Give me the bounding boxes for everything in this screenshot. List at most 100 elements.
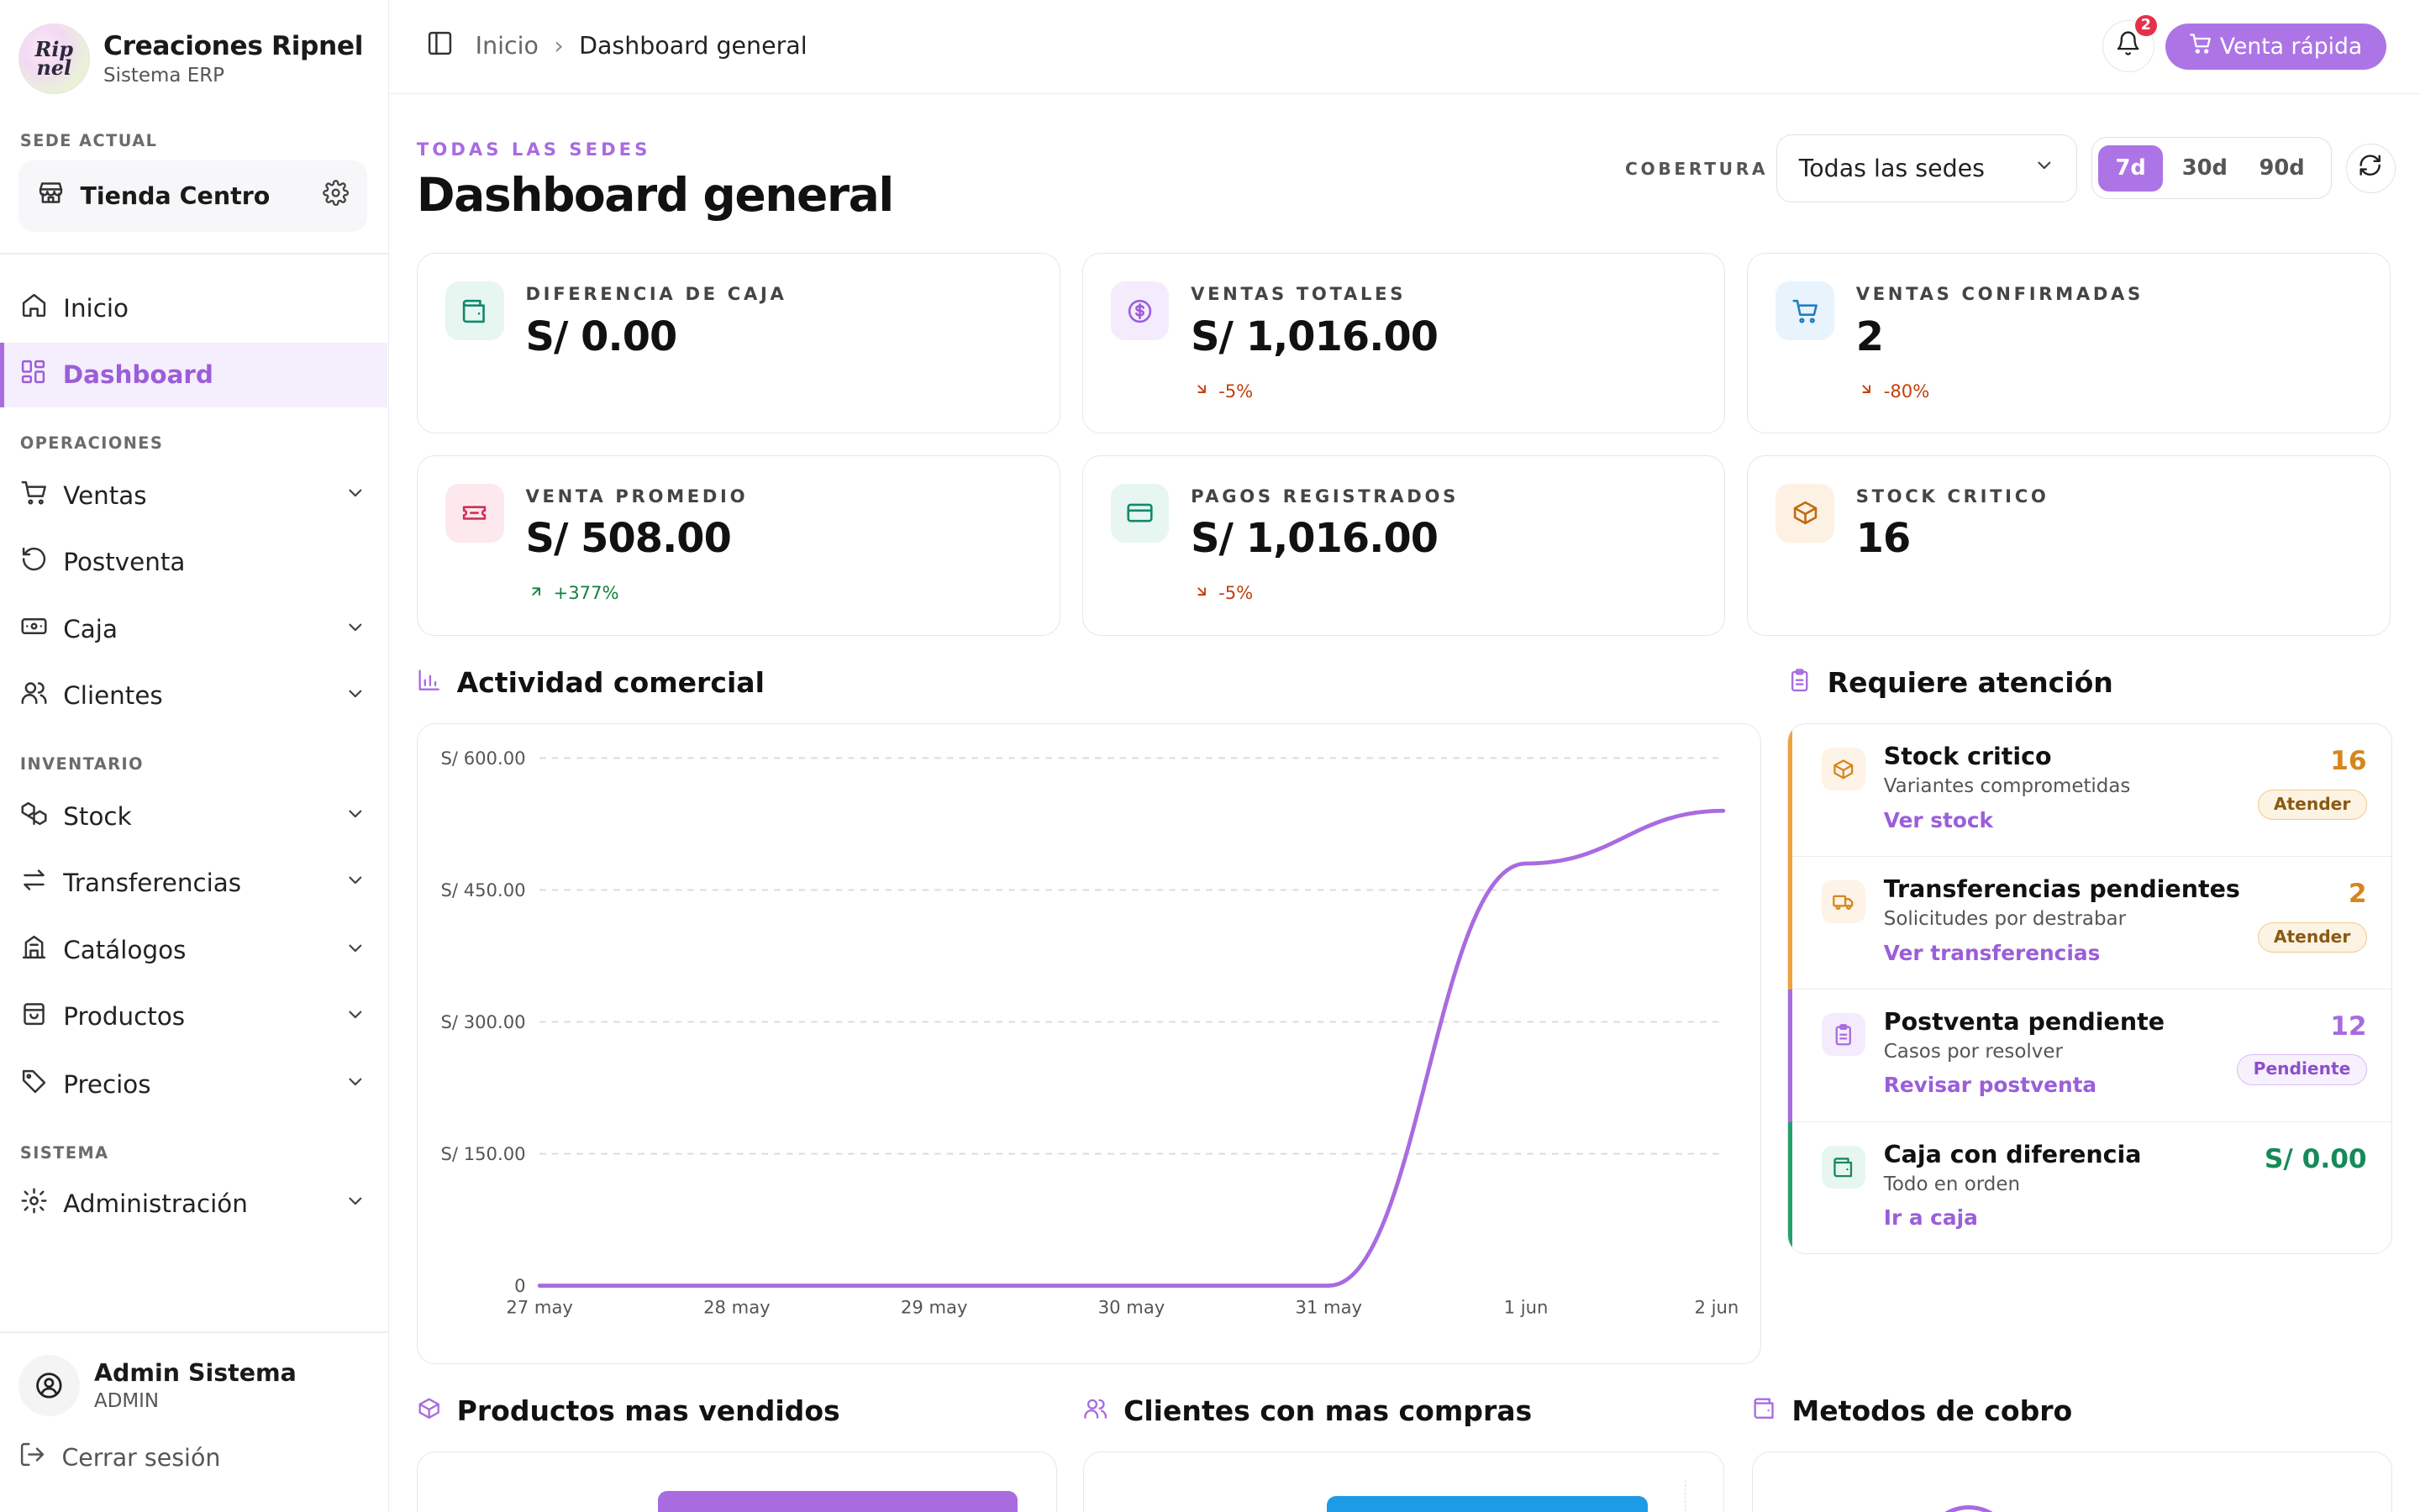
top-product-bar: [658, 1491, 1018, 1512]
sidebar-item-label: Postventa: [63, 547, 186, 576]
range-7d-button[interactable]: 7d: [2098, 144, 2164, 192]
attention-item-subtitle: Variantes comprometidas: [1883, 775, 2131, 798]
attention-accent-bar: [1787, 724, 1793, 858]
user-name: Admin Sistema: [94, 1359, 297, 1387]
clipboard-icon: [1822, 1012, 1865, 1057]
user-role: ADMIN: [94, 1389, 160, 1412]
user-profile[interactable]: Admin Sistema ADMIN: [18, 1354, 297, 1417]
chart-gridline: [1684, 1480, 1686, 1512]
gear-icon[interactable]: [323, 180, 349, 212]
logout-icon: [18, 1441, 46, 1474]
logout-label: Cerrar sesión: [61, 1443, 221, 1472]
sidebar-item-clientes[interactable]: Clientes: [0, 664, 387, 728]
sidebar-item-productos[interactable]: Productos: [0, 984, 387, 1049]
cart-icon: [20, 479, 48, 512]
attention-section-title: Requiere atención: [1787, 666, 2113, 699]
sede-selector[interactable]: Tienda Centro: [18, 160, 368, 232]
boxes-icon: [20, 800, 48, 833]
top-client-bar: [1326, 1495, 1648, 1512]
users-icon: [20, 679, 48, 712]
logout-button[interactable]: Cerrar sesión: [18, 1441, 220, 1474]
attention-item-link[interactable]: Ver transferencias: [1883, 940, 2101, 965]
kpi-label: PAGOS REGISTRADOS: [1191, 485, 1459, 507]
chevron-down-icon: [2033, 155, 2055, 182]
top-products-card: [416, 1452, 1058, 1512]
range-30d-button[interactable]: 30d: [2181, 155, 2228, 181]
attention-item-subtitle: Casos por resolver: [1883, 1040, 2063, 1063]
attention-accent-bar: [1787, 857, 1793, 990]
store-icon: [37, 179, 65, 213]
kpi-label: DIFERENCIA DE CAJA: [525, 283, 787, 305]
payment-methods-title: Metodos de cobro: [1791, 1394, 2073, 1428]
sidebar-item-label: Precios: [63, 1070, 151, 1100]
kpi-label: VENTAS TOTALES: [1191, 283, 1407, 305]
notification-badge: 2: [2134, 14, 2157, 37]
sidebar-item-transferencias[interactable]: Transferencias: [0, 850, 387, 915]
top-products-section-title: Productos mas vendidos: [417, 1394, 840, 1427]
top-bar: Inicio › Dashboard general 2 Venta rápid…: [388, 0, 2420, 95]
sidebar-item-label: Transferencias: [63, 868, 242, 897]
cart-icon: [1776, 281, 1834, 341]
y-tick-label: 0: [514, 1275, 525, 1296]
sidebar-item-inicio[interactable]: Inicio: [0, 276, 387, 341]
arrow-down-right-icon: [1194, 381, 1209, 402]
attention-item-count: 16: [2330, 746, 2367, 777]
sidebar-divider: [0, 1331, 389, 1333]
chevron-down-icon: [345, 481, 366, 510]
sidebar-item-label: Clientes: [63, 681, 163, 711]
box-icon: [1822, 747, 1865, 791]
kpi-card-stock-critico: STOCK CRITICO 16: [1747, 454, 2391, 636]
sidebar: Rip nel Creaciones Ripnel Sistema ERP SED…: [0, 0, 389, 1512]
sede-section-label: SEDE ACTUAL: [19, 131, 158, 151]
status-badge: Pendiente: [2237, 1054, 2367, 1086]
breadcrumb-home[interactable]: Inicio: [475, 32, 539, 60]
quick-sale-button[interactable]: Venta rápida: [2165, 23, 2386, 70]
page-title: Dashboard general: [416, 168, 894, 223]
kpi-delta: -80%: [1859, 381, 1929, 402]
top-clients-section-title: Clientes con mas compras: [1083, 1394, 1532, 1427]
sistema-section-label: SISTEMA: [19, 1142, 109, 1163]
attention-item-caja: Caja con diferencia Todo en orden Ir a c…: [1787, 1122, 2391, 1254]
attention-item-link[interactable]: Revisar postventa: [1883, 1073, 2097, 1098]
sidebar-item-administracion[interactable]: Administración: [0, 1171, 387, 1236]
brand[interactable]: Rip nel Creaciones Ripnel Sistema ERP: [18, 23, 364, 95]
activity-chart-card: S/ 600.00 S/ 450.00 S/ 300.00 S/ 150.00 0 27 …: [416, 723, 1761, 1364]
sidebar-divider: [0, 253, 389, 255]
kpi-value: S/ 0.00: [525, 313, 677, 360]
coverage-label: COBERTURA: [1625, 159, 1769, 180]
sidebar-item-dashboard[interactable]: Dashboard: [0, 342, 387, 407]
attention-accent-bar: [1787, 990, 1793, 1123]
notifications-button[interactable]: 2: [2102, 14, 2157, 73]
kpi-delta-value: -5%: [1218, 380, 1254, 402]
kpi-card-ventas-confirmadas: VENTAS CONFIRMADAS 2 -80%: [1747, 253, 2391, 434]
x-tick-label: 29 may: [901, 1297, 968, 1318]
sidebar-item-stock[interactable]: Stock: [0, 784, 387, 848]
bag-icon: [20, 1000, 48, 1033]
brand-name: Creaciones Ripnel: [103, 30, 364, 61]
sidebar-item-precios[interactable]: Precios: [0, 1053, 387, 1117]
kpi-card-diferencia-caja: DIFERENCIA DE CAJA S/ 0.00: [416, 253, 1060, 434]
page-eyebrow: TODAS LAS SEDES: [416, 139, 651, 160]
y-tick-label: S/ 300.00: [440, 1011, 525, 1032]
sidebar-item-catalogos[interactable]: Catálogos: [0, 918, 387, 983]
y-tick-label: S/ 450.00: [440, 879, 525, 900]
breadcrumb-current: Dashboard general: [579, 32, 808, 60]
attention-item-title: Stock critico: [1883, 743, 2052, 771]
x-tick-label: 28 may: [703, 1297, 771, 1318]
sidebar-item-caja[interactable]: Caja: [0, 597, 387, 662]
kpi-label: STOCK CRITICO: [1855, 485, 2049, 507]
range-90d-button[interactable]: 90d: [2259, 155, 2305, 181]
sidebar-item-ventas[interactable]: Ventas: [0, 463, 387, 528]
box-icon: [417, 1394, 441, 1427]
attention-item-link[interactable]: Ver stock: [1883, 807, 1994, 832]
sidebar-item-postventa[interactable]: Postventa: [0, 529, 387, 594]
coverage-select[interactable]: Todas las sedes: [1776, 134, 2078, 202]
refresh-button[interactable]: [2345, 143, 2396, 193]
sidebar-toggle-icon[interactable]: [426, 29, 454, 63]
attention-item-count: 2: [2348, 879, 2367, 910]
attention-item-link[interactable]: Ir a caja: [1883, 1205, 1978, 1231]
sede-name: Tienda Centro: [80, 181, 271, 210]
sidebar-item-label: Inicio: [63, 294, 129, 323]
box-icon: [1776, 483, 1834, 543]
top-clients-title: Clientes con mas compras: [1123, 1394, 1533, 1428]
